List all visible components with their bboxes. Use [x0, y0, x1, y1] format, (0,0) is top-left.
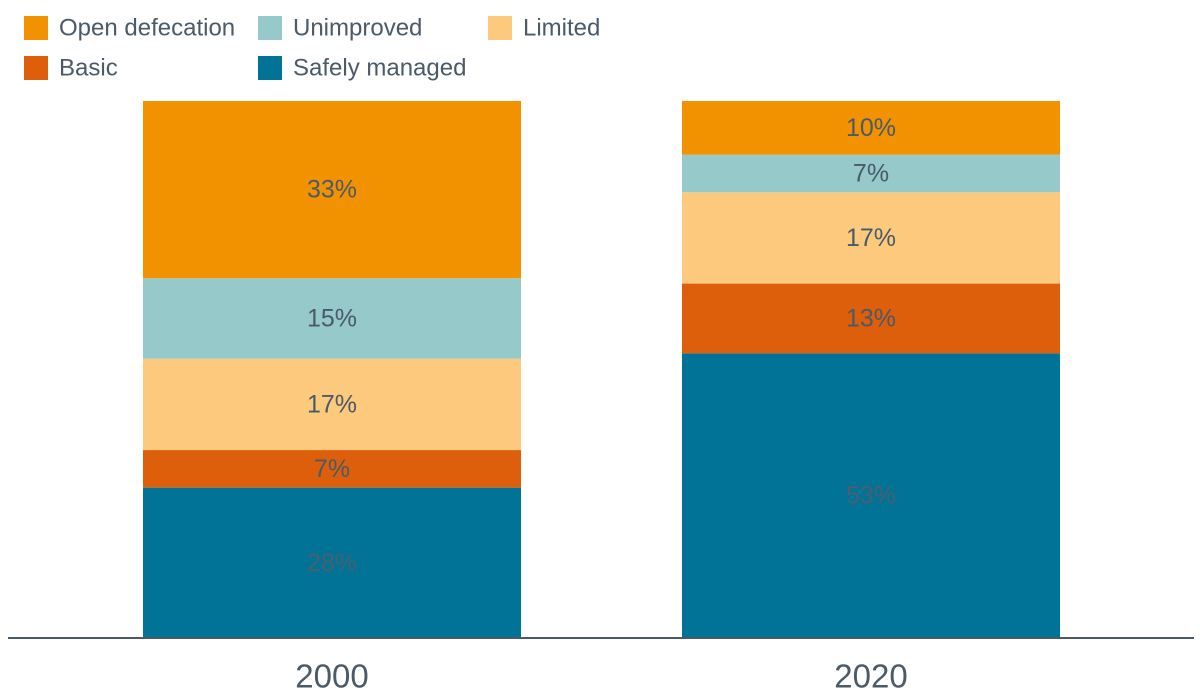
- bar-segment-safely-managed-2020: [682, 353, 1060, 638]
- data-label-limited-2020: 17%: [846, 224, 896, 252]
- legend-label-safely-managed: Safely managed: [293, 55, 466, 82]
- legend-swatch-unimproved: [258, 16, 282, 40]
- legend-swatch-basic: [24, 56, 48, 80]
- bar-segment-limited-2020: [682, 192, 1060, 284]
- data-label-unimproved-2020: 7%: [853, 159, 889, 187]
- x-tick-label-2020: 2020: [834, 658, 907, 695]
- legend-label-open-defecation: Open defecation: [59, 15, 235, 42]
- legend: Open defecation Unimproved Limited Basic Saf…: [24, 15, 600, 82]
- data-label-open-defecation-2020: 10%: [846, 114, 896, 142]
- legend-swatch-safely-managed: [258, 56, 282, 80]
- legend-swatch-limited: [488, 16, 512, 40]
- legend-item-open-defecation: Open defecation: [24, 15, 235, 42]
- bar-segment-open-defecation-2020: [682, 101, 1060, 155]
- bar-segment-open-defecation-2000: [143, 101, 521, 279]
- legend-item-safely-managed: Safely managed: [258, 55, 466, 82]
- data-label-basic-2020: 13%: [846, 304, 896, 332]
- legend-label-limited: Limited: [523, 15, 600, 42]
- data-label-safely-managed-2000: 28%: [307, 549, 357, 577]
- plot-area: 28% 7% 17% 15% 33% 53% 13% 17% 7% 10%: [143, 101, 1060, 638]
- legend-item-basic: Basic: [24, 55, 118, 82]
- legend-label-unimproved: Unimproved: [293, 15, 422, 42]
- bar-segment-unimproved-2000: [143, 278, 521, 359]
- x-tick-label-2000: 2000: [295, 658, 368, 695]
- legend-swatch-open-defecation: [24, 16, 48, 40]
- bar-segment-basic-2000: [143, 450, 521, 488]
- data-label-limited-2000: 17%: [307, 390, 357, 418]
- data-label-basic-2000: 7%: [314, 455, 350, 483]
- data-label-unimproved-2000: 15%: [307, 304, 357, 332]
- bar-segment-limited-2000: [143, 358, 521, 451]
- data-label-open-defecation-2000: 33%: [307, 176, 357, 204]
- legend-item-limited: Limited: [488, 15, 600, 42]
- legend-label-basic: Basic: [59, 55, 118, 82]
- x-axis-tick-labels: 2000 2020: [295, 658, 907, 695]
- legend-item-unimproved: Unimproved: [258, 15, 422, 42]
- bar-segment-unimproved-2020: [682, 154, 1060, 193]
- bar-segment-basic-2020: [682, 283, 1060, 354]
- data-label-safely-managed-2020: 53%: [846, 482, 896, 510]
- bar-segment-safely-managed-2000: [143, 487, 521, 638]
